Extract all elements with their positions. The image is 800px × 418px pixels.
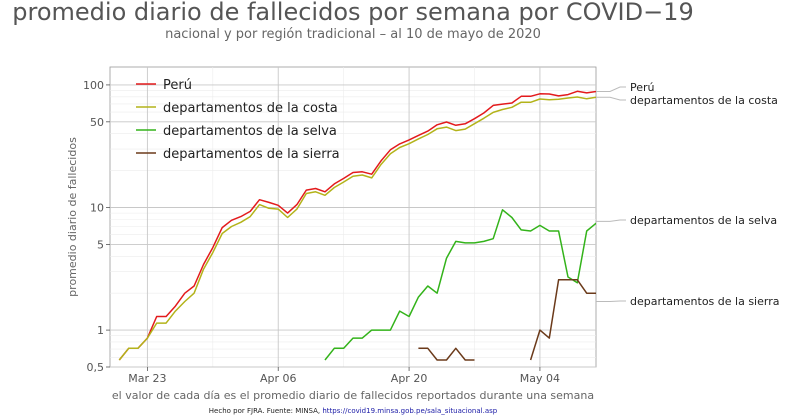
x-tick-label: Apr 06 — [260, 372, 297, 385]
series-line-2 — [324, 209, 596, 361]
y-tick-label: 1 — [97, 324, 104, 337]
chart-title: promedio diario de fallecidos por semana… — [12, 0, 693, 26]
caption-prefix: Hecho por FJRA. Fuente: MINSA, — [209, 407, 323, 415]
end-label: departamentos de la costa — [630, 94, 778, 107]
x-tick-label: May 04 — [520, 372, 560, 385]
series-line-0 — [118, 90, 596, 361]
axis-ticks: 0,5 1 5 10 50 100 Mar 23 Apr 06 Apr 20 May 04 — [83, 79, 560, 385]
end-label: departamentos de la sierra — [630, 295, 779, 308]
end-label-leader — [596, 300, 626, 302]
end-label-leader — [596, 86, 626, 92]
x-tick-label: Mar 23 — [128, 372, 166, 385]
series-line-3 — [418, 279, 596, 361]
end-label: departamentos de la selva — [630, 214, 777, 227]
x-axis-label: el valor de cada día es el promedio diar… — [112, 389, 594, 402]
source-caption: Hecho por FJRA. Fuente: MINSA, https://c… — [209, 407, 498, 415]
legend-label: departamentos de la selva — [163, 124, 337, 139]
plot-area — [109, 66, 597, 368]
grid-lines — [110, 67, 596, 368]
legend-label: departamentos de la sierra — [163, 147, 340, 162]
chart-subtitle: nacional y por región tradicional – al 1… — [165, 27, 541, 42]
legend: Perú departamentos de la costa departament… — [136, 78, 340, 162]
series-lines — [118, 90, 596, 361]
caption-link[interactable]: https://covid19.minsa.gob.pe/sala_situac… — [322, 407, 497, 415]
legend-label: Perú — [163, 78, 192, 93]
legend-label: departamentos de la costa — [163, 101, 338, 116]
series-line-1 — [118, 96, 596, 361]
y-axis-label: promedio diario de fallecidos — [66, 137, 79, 297]
y-tick-label: 100 — [83, 79, 104, 92]
x-tick-label: Apr 20 — [391, 372, 428, 385]
end-label-leader — [596, 96, 626, 101]
y-tick-label: 10 — [90, 202, 104, 215]
y-tick-label: 5 — [97, 238, 104, 251]
y-tick-label: 0,5 — [87, 361, 105, 374]
end-label: Perú — [630, 81, 655, 94]
y-tick-label: 50 — [90, 116, 104, 129]
end-label-leader — [596, 219, 626, 222]
